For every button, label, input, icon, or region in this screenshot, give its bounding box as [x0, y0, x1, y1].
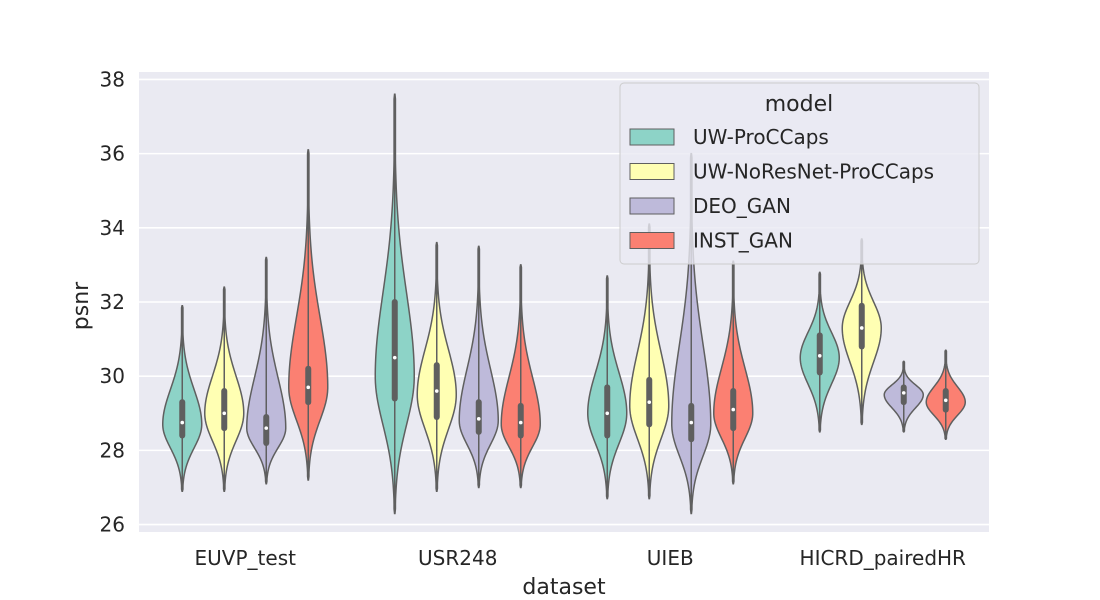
legend-label: INST_GAN	[693, 229, 793, 253]
violin	[204, 286, 245, 492]
x-tick-label: UIEB	[647, 546, 694, 570]
violin	[500, 264, 541, 489]
violin	[288, 149, 329, 481]
legend-item: DEO_GAN	[629, 194, 791, 218]
legend-swatch	[629, 232, 675, 249]
violin-median	[392, 355, 397, 360]
violin-median	[859, 326, 864, 330]
violin-median	[222, 411, 227, 416]
legend-frame	[619, 82, 980, 265]
violin	[374, 93, 415, 515]
legend-swatch	[629, 163, 675, 180]
legend-label: DEO_GAN	[693, 194, 791, 218]
violin-median	[264, 426, 269, 430]
violin-median	[901, 391, 906, 395]
violin-median	[647, 400, 652, 404]
legend-swatch	[629, 197, 675, 215]
violin-median	[180, 420, 185, 425]
violin	[245, 256, 287, 485]
y-tick-label: 38	[100, 67, 125, 91]
y-tick-label: 36	[100, 142, 125, 166]
y-tick-label: 28	[100, 438, 125, 462]
violin-median	[689, 420, 694, 425]
legend-label: UW-ProCCaps	[693, 125, 829, 149]
violins	[162, 93, 966, 515]
x-tick-label: HICRD_pairedHR	[800, 546, 967, 570]
legend-item: UW-ProCCaps	[629, 125, 829, 149]
x-axis-label: dataset	[522, 575, 606, 600]
y-tick-label: 32	[100, 290, 125, 314]
violin	[458, 245, 500, 489]
legend: model UW-ProCCaps UW-NoResNet-ProCCaps DEO…	[619, 82, 980, 265]
legend-item: UW-NoResNet-ProCCaps	[629, 160, 934, 184]
x-tick-labels: EUVP_test USR248 UIEB HICRD_pairedHR	[195, 546, 967, 570]
violin-median	[817, 353, 822, 358]
x-tick-label: EUVP_test	[195, 546, 297, 570]
x-tick-label: USR248	[418, 546, 497, 570]
violin-median	[943, 398, 948, 403]
violin-median	[476, 417, 481, 421]
violin	[925, 349, 966, 441]
legend-items: UW-ProCCaps UW-NoResNet-ProCCaps DEO_GAN IN…	[629, 125, 934, 253]
violin	[799, 271, 841, 433]
violin-median	[306, 385, 311, 390]
legend-label: UW-NoResNet-ProCCaps	[693, 160, 934, 184]
legend-item: INST_GAN	[629, 229, 793, 253]
violin-median	[731, 407, 736, 412]
violin-median	[605, 411, 610, 416]
y-tick-labels: 26 28 30 32 34 36 38	[100, 67, 125, 536]
y-tick-label: 26	[100, 513, 125, 537]
violin-median	[518, 420, 523, 425]
y-tick-label: 34	[100, 216, 125, 240]
violin	[587, 275, 628, 500]
legend-swatch	[629, 128, 675, 146]
y-tick-label: 30	[100, 364, 125, 388]
violin	[883, 360, 925, 433]
violin	[162, 304, 203, 492]
legend-title: model	[765, 92, 834, 117]
violin-median	[434, 389, 439, 393]
violin	[416, 241, 458, 492]
y-axis-label: psnr	[69, 281, 94, 330]
